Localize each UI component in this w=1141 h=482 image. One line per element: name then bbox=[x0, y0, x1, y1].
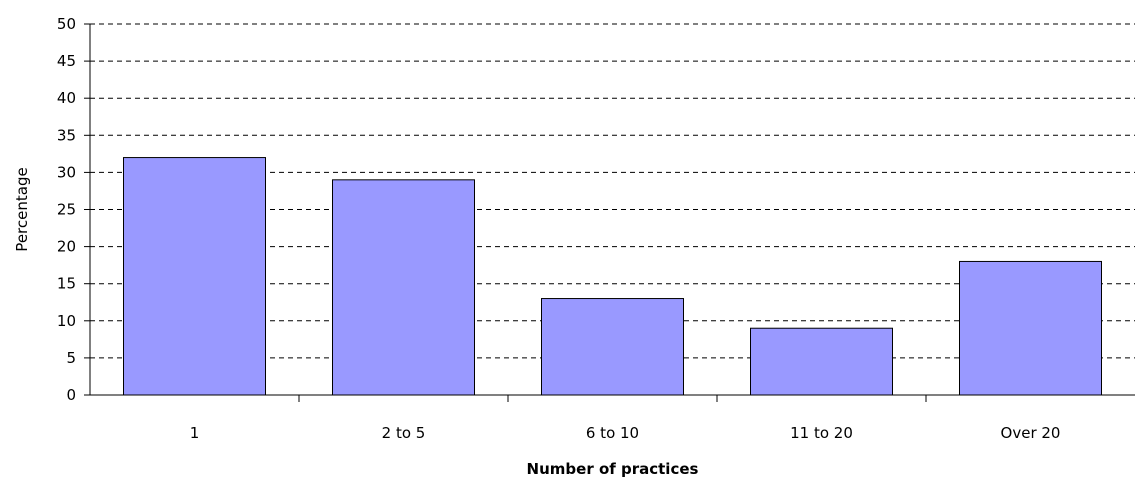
y-tick-label: 20 bbox=[57, 238, 76, 256]
x-axis-title: Number of practices bbox=[527, 460, 699, 478]
y-axis-title: Percentage bbox=[13, 167, 31, 251]
bar-2 bbox=[332, 179, 475, 396]
x-tick-label: Over 20 bbox=[1001, 424, 1061, 442]
bars bbox=[123, 157, 1102, 396]
y-tick-label: 50 bbox=[57, 15, 76, 33]
y-tick-labels: 0 5 10 15 20 25 30 35 40 45 50 bbox=[57, 15, 76, 404]
y-tick-label: 0 bbox=[66, 386, 76, 404]
y-tick-label: 25 bbox=[57, 201, 76, 219]
y-tick-label: 45 bbox=[57, 52, 76, 70]
bar-1 bbox=[123, 157, 266, 396]
y-tick-label: 30 bbox=[57, 163, 76, 181]
x-tick-label: 6 to 10 bbox=[586, 424, 639, 442]
bar-4 bbox=[750, 327, 893, 396]
y-tick-label: 5 bbox=[66, 349, 76, 367]
x-tick-label: 1 bbox=[190, 424, 200, 442]
x-tick-labels: 1 2 to 5 6 to 10 11 to 20 Over 20 bbox=[190, 424, 1061, 442]
x-tick-label: 11 to 20 bbox=[790, 424, 853, 442]
y-tick-label: 10 bbox=[57, 312, 76, 330]
bar-3 bbox=[541, 298, 684, 396]
axes bbox=[84, 23, 1135, 402]
x-tick-label: 2 to 5 bbox=[382, 424, 426, 442]
bar-5 bbox=[959, 260, 1102, 396]
y-tick-label: 40 bbox=[57, 89, 76, 107]
y-tick-label: 35 bbox=[57, 126, 76, 144]
y-tick-label: 15 bbox=[57, 275, 76, 293]
